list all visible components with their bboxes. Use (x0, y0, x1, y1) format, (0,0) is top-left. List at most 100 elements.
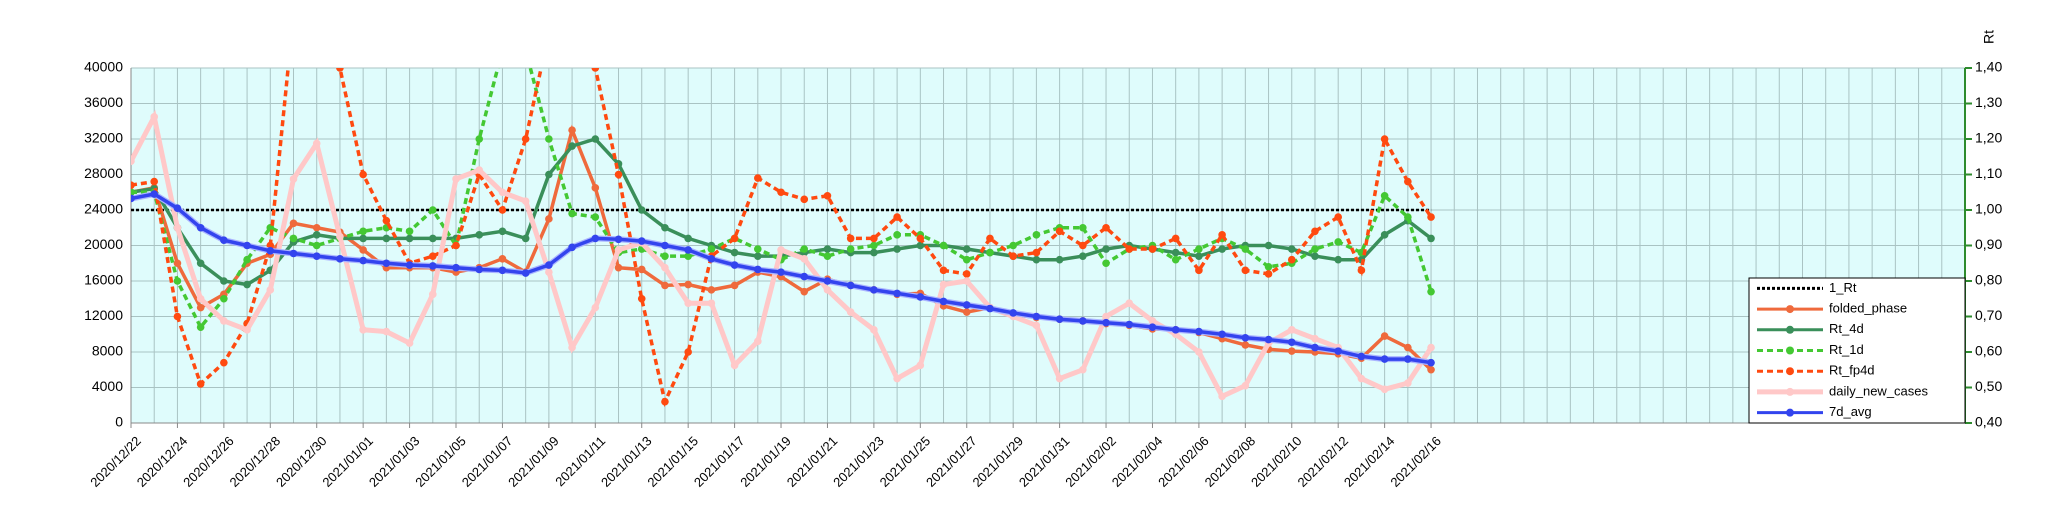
series-marker (313, 0, 321, 1)
series-marker (131, 188, 135, 197)
series-marker (312, 223, 321, 232)
y2-tick-label: 1,20 (1975, 130, 2002, 146)
series-marker (754, 265, 762, 274)
series-marker (1079, 241, 1087, 250)
series-marker (661, 241, 669, 250)
series-marker (1404, 355, 1412, 363)
series-marker (846, 234, 855, 243)
series-marker (1195, 252, 1203, 260)
series-marker (196, 303, 205, 312)
series-marker (1032, 231, 1041, 239)
legend-label: daily_new_cases (1829, 383, 1929, 398)
series-marker (1125, 245, 1134, 253)
series-marker (800, 272, 809, 281)
series-marker (986, 248, 994, 257)
series-marker (1311, 227, 1319, 236)
series-marker (150, 177, 159, 186)
series-marker (614, 246, 623, 254)
series-marker (1102, 318, 1110, 327)
series-marker (846, 308, 855, 316)
series-marker (986, 304, 994, 313)
series-marker (1427, 213, 1435, 221)
series-marker (522, 46, 530, 54)
series-marker (336, 232, 344, 241)
y2-tick-label: 0,80 (1975, 272, 2002, 288)
y2-tick-label: 0,60 (1975, 343, 2002, 359)
series-marker (405, 261, 414, 269)
series-marker (591, 213, 600, 221)
series-marker (266, 247, 275, 255)
legend-label: folded_phase (1829, 301, 1907, 316)
series-marker (336, 255, 344, 263)
series-marker (1311, 334, 1319, 343)
series-marker (545, 268, 553, 276)
series-marker (1380, 192, 1389, 200)
series-marker (220, 294, 228, 303)
series-marker (870, 286, 878, 294)
series-marker (893, 231, 901, 239)
series-marker (962, 245, 971, 253)
y-tick-label: 40000 (84, 59, 123, 75)
series-marker (661, 252, 669, 260)
series-marker (962, 277, 971, 285)
series-marker (475, 265, 484, 274)
series-marker (568, 343, 576, 352)
series-marker (243, 241, 251, 250)
series-marker (1357, 352, 1366, 361)
series-marker (359, 326, 367, 334)
series-marker (870, 241, 878, 250)
series-marker (637, 206, 646, 214)
series-marker (754, 245, 762, 253)
legend-marker (1786, 408, 1794, 417)
series-marker (1287, 255, 1296, 264)
series-marker (591, 234, 600, 243)
series-marker (614, 170, 623, 179)
series-marker (684, 280, 692, 289)
series-marker (661, 281, 669, 290)
legend-box (1748, 277, 1966, 424)
series-marker (916, 241, 925, 250)
legend-label: Rt_fp4d (1829, 363, 1875, 378)
series-marker (1287, 245, 1296, 253)
series-marker (1241, 381, 1250, 390)
series-marker (1218, 231, 1226, 239)
series-marker (1334, 238, 1342, 246)
series-marker (359, 170, 367, 179)
series-marker (1148, 245, 1157, 253)
series-marker (1102, 312, 1110, 321)
series-marker (1055, 255, 1064, 264)
series-marker (1404, 379, 1412, 387)
series-marker (823, 192, 832, 200)
series-marker (290, 11, 298, 19)
legend-marker (1786, 346, 1794, 355)
legend-label: 7d_avg (1829, 404, 1872, 419)
series-marker (1264, 270, 1273, 278)
y2-tick-label: 1,40 (1975, 59, 2002, 75)
series-marker (1334, 213, 1342, 221)
series-marker (1311, 343, 1319, 352)
series-marker (545, 135, 553, 143)
series-marker (707, 245, 716, 253)
series-marker (1218, 245, 1226, 253)
series-marker (173, 223, 182, 232)
series-marker (1404, 213, 1412, 221)
series-marker (591, 68, 600, 72)
series-marker (220, 277, 228, 285)
series-marker (545, 215, 553, 223)
series-marker (730, 248, 739, 257)
series-marker (962, 301, 971, 309)
series-marker (893, 213, 901, 221)
series-marker (1218, 330, 1226, 339)
series-marker (1032, 255, 1041, 264)
series-line (131, 68, 1433, 408)
series-marker (266, 223, 275, 232)
series-marker (1171, 255, 1180, 264)
series-marker (359, 227, 367, 236)
series-marker (568, 243, 576, 252)
series-marker (452, 175, 460, 183)
series-marker (893, 245, 901, 253)
series-marker (800, 245, 809, 253)
series-marker (1102, 259, 1110, 268)
series-marker (568, 0, 576, 1)
series-marker (1125, 299, 1134, 307)
